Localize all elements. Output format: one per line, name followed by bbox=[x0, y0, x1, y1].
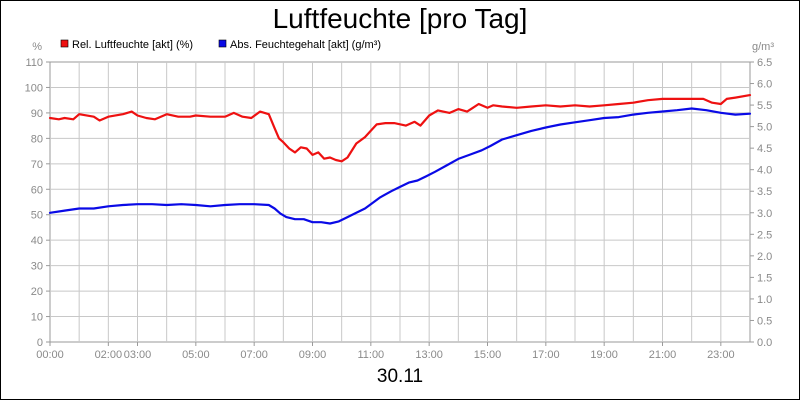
x-axis-tick-label: 05:00 bbox=[182, 349, 210, 361]
left-axis-tick-label: 90 bbox=[31, 108, 43, 120]
legend-swatch bbox=[60, 39, 69, 48]
right-axis-tick-label: 4.5 bbox=[757, 143, 772, 155]
right-axis-tick-label: 1.5 bbox=[757, 272, 772, 284]
legend-label: Abs. Feuchtegehalt [akt] (g/m³) bbox=[230, 39, 381, 51]
left-axis-tick-label: 10 bbox=[31, 312, 43, 324]
x-axis-tick-label: 02:00 bbox=[95, 349, 123, 361]
right-axis-tick-label: 4.0 bbox=[757, 165, 772, 177]
x-axis-tick-label: 09:00 bbox=[299, 349, 327, 361]
x-axis-tick-label: 23:00 bbox=[707, 349, 735, 361]
left-axis-tick-label: 110 bbox=[25, 57, 43, 69]
right-axis-tick-label: 0.0 bbox=[757, 337, 772, 349]
right-axis-tick-label: 0.5 bbox=[757, 315, 772, 327]
right-axis-tick-label: 2.5 bbox=[757, 229, 772, 241]
right-axis-tick-label: 6.5 bbox=[757, 57, 772, 69]
x-axis-tick-label: 07:00 bbox=[240, 349, 268, 361]
left-axis-tick-label: 80 bbox=[31, 133, 43, 145]
left-axis-tick-label: 50 bbox=[31, 210, 43, 222]
series-line-relative-humidity bbox=[48, 93, 752, 163]
x-axis-tick-label: 19:00 bbox=[590, 349, 618, 361]
left-axis-tick-label: 40 bbox=[31, 235, 43, 247]
left-axis-tick-label: 70 bbox=[31, 159, 43, 171]
left-axis-tick-label: 60 bbox=[31, 184, 43, 196]
x-axis-tick-label: 11:00 bbox=[357, 349, 384, 361]
x-axis-tick-label: 15:00 bbox=[474, 349, 502, 361]
right-axis-tick-label: 5.0 bbox=[757, 122, 772, 134]
right-axis-tick-label: 1.0 bbox=[757, 294, 772, 306]
x-axis-tick-label: 13:00 bbox=[415, 349, 443, 361]
legend-swatch bbox=[218, 39, 227, 48]
series-line-absolute-humidity bbox=[48, 107, 752, 225]
left-axis-unit: % bbox=[32, 41, 42, 53]
right-axis-unit: g/m³ bbox=[752, 41, 774, 53]
right-axis-tick-label: 3.5 bbox=[757, 186, 772, 198]
legend-label: Rel. Luftfeuchte [akt] (%) bbox=[72, 39, 193, 51]
x-axis-tick-label: 00:00 bbox=[36, 349, 64, 361]
chart-title: Luftfeuchte [pro Tag] bbox=[272, 3, 528, 34]
right-axis-tick-label: 2.0 bbox=[757, 251, 772, 263]
date-label: 30.11 bbox=[376, 366, 424, 387]
x-axis-tick-label: 21:00 bbox=[649, 349, 677, 361]
right-axis-tick-label: 6.0 bbox=[757, 79, 772, 91]
x-axis-tick-label: 17:00 bbox=[532, 349, 560, 361]
right-axis-tick-label: 5.5 bbox=[757, 100, 772, 112]
right-axis-tick-label: 3.0 bbox=[757, 208, 772, 220]
left-axis-tick-label: 20 bbox=[31, 286, 43, 298]
left-axis-tick-label: 30 bbox=[31, 261, 43, 273]
x-axis-tick-label: 03:00 bbox=[124, 349, 152, 361]
left-axis-tick-label: 100 bbox=[25, 82, 43, 94]
left-axis-tick-label: 0 bbox=[37, 337, 43, 349]
